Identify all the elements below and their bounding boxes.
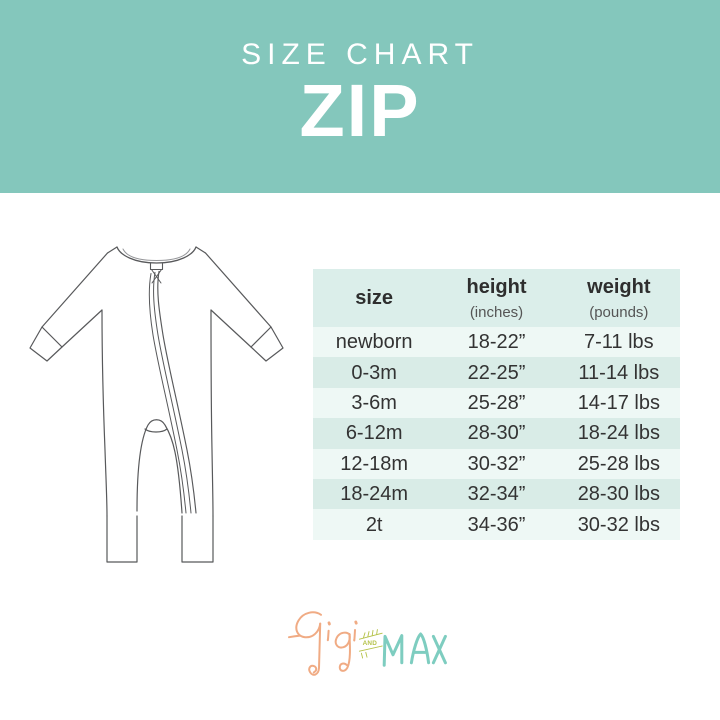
svg-text:AND: AND	[363, 640, 378, 647]
